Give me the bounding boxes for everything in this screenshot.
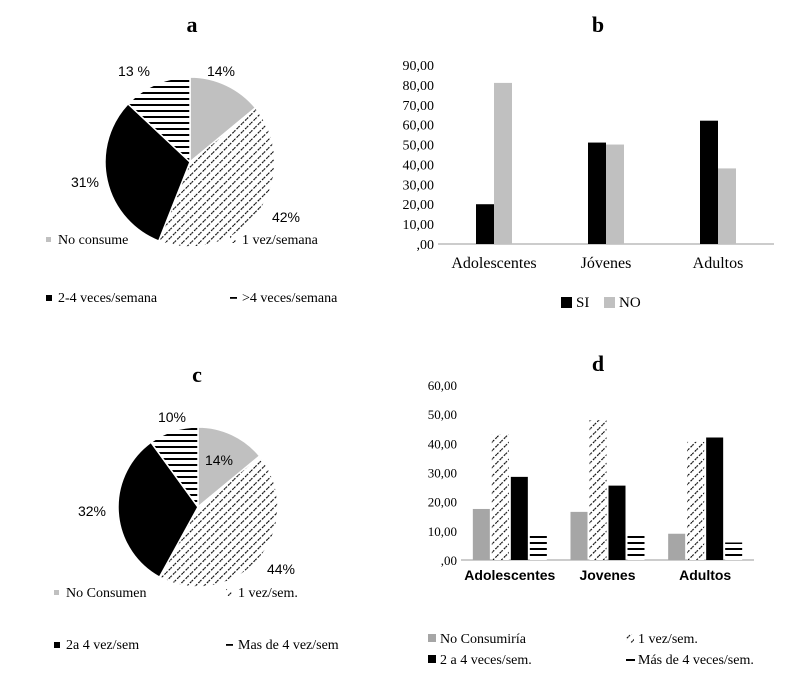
category-label: Jovenes: [579, 567, 635, 583]
legend-label-si: SI: [576, 295, 589, 311]
bar-si-adolescentes: [476, 204, 494, 244]
legend-swatch-more-than-four: [230, 297, 237, 299]
pie-slice-two-to-four: [104, 102, 191, 243]
pie-chart-a: 14% 42% 31% 13 %: [71, 63, 300, 248]
pie-value-label-two-to-four: 31%: [71, 174, 99, 190]
legend-swatch-no-consume: [54, 590, 59, 595]
legend-swatch-one-per-week: [626, 634, 634, 643]
legend-label-no-consume: No Consumen: [66, 586, 147, 601]
y-tick-label: 20,00: [403, 198, 435, 213]
panel-label-d: d: [592, 351, 604, 376]
category-label: Adolescentes: [451, 255, 536, 272]
legend-swatch-one-per-week: [226, 589, 232, 596]
legend-d: No Consumiría 1 vez/sem. 2 a 4 veces/sem. M…: [428, 632, 754, 668]
pie-value-label-more-than-four: 10%: [158, 409, 186, 425]
legend-label-two-to-four: 2-4 veces/semana: [58, 291, 158, 306]
legend-label-no-consumiria: No Consumiría: [440, 632, 527, 647]
y-tick-label: 80,00: [403, 79, 435, 94]
pie-value-label-no-consume: 14%: [205, 452, 233, 468]
y-tick-label: 10,00: [403, 218, 435, 233]
bar-one-per-week-adolescentes: [491, 434, 509, 560]
y-tick-label: 40,00: [428, 436, 457, 451]
legend-swatch-two-to-four: [428, 655, 436, 663]
legend-swatch-no-consumiria: [428, 634, 436, 642]
y-tick-label: 30,00: [428, 466, 457, 481]
pie-slice-two-to-four: [117, 441, 199, 579]
legend-label-no-consume: No consume: [58, 233, 128, 248]
y-tick-label: 70,00: [403, 99, 435, 114]
pie-slice-one-per-week: [157, 106, 276, 248]
legend-swatch-one-per-week: [230, 236, 236, 243]
legend-swatch-no: [604, 297, 615, 308]
bar-chart-b: ,00 10,00 20,00 30,00 40,00 50,00 60,00 70,00 80…: [403, 59, 774, 272]
legend-swatch-two-to-four: [54, 642, 60, 648]
legend-a: No consume 1 vez/semana 2-4 veces/semana >4…: [46, 233, 338, 306]
legend-label-more-than-four: Mas de 4 vez/sem: [238, 638, 339, 653]
legend-swatch-more-than-four: [626, 659, 635, 661]
bar-two-to-four-adultos: [706, 437, 724, 560]
pie-slice-more-than-four: [126, 76, 191, 164]
pie-value-label-one-per-week: 42%: [272, 209, 300, 225]
legend-swatch-si: [561, 297, 572, 308]
legend-swatch-more-than-four: [226, 644, 233, 646]
pie-value-label-more-than-four: 13 %: [118, 63, 150, 79]
bar-more-than-four-adolescentes: [529, 533, 547, 560]
y-tick-label: 60,00: [428, 378, 457, 393]
bar-two-to-four-jovenes: [608, 485, 626, 560]
bar-one-per-week-jovenes: [589, 420, 607, 560]
y-tick-label: 60,00: [403, 119, 435, 134]
panel-label-b: b: [592, 12, 604, 37]
legend-swatch-no-consume: [46, 237, 51, 242]
bar-more-than-four-jovenes: [627, 533, 645, 560]
y-tick-label: 10,00: [428, 524, 457, 539]
legend-c: No Consumen 1 vez/sem. 2a 4 vez/sem Mas de …: [54, 586, 339, 653]
pie-slice-no-consume: [189, 76, 257, 164]
bar-more-than-four-adultos: [725, 542, 743, 560]
legend-label-no: NO: [619, 295, 641, 311]
legend-label-one-per-week: 1 vez/sem.: [638, 632, 698, 647]
bar-no-adolescentes: [494, 82, 512, 245]
pie-value-label-no-consume: 14%: [207, 63, 235, 79]
legend-label-one-per-week: 1 vez/sem.: [238, 586, 298, 601]
pie-value-label-one-per-week: 44%: [267, 561, 295, 577]
y-tick-label: 20,00: [428, 495, 457, 510]
y-tick-label: 30,00: [403, 178, 435, 193]
bar-two-to-four-adolescentes: [510, 476, 528, 560]
panel-label-a: a: [187, 12, 198, 37]
bar-one-per-week-adultos: [687, 441, 705, 560]
pie-slice-no-consume: [197, 426, 261, 509]
bar-no-adultos: [718, 168, 736, 244]
legend-label-two-to-four: 2a 4 vez/sem: [66, 638, 139, 653]
bar-chart-d: ,00 10,00 20,00 30,00 40,00 50,00 60,00 Adolesc…: [428, 378, 754, 583]
category-label: Adultos: [679, 567, 731, 583]
bar-no-consumiria-adultos: [668, 533, 686, 560]
y-tick-label: ,00: [417, 238, 435, 253]
legend-label-two-to-four: 2 a 4 veces/sem.: [440, 653, 532, 668]
y-tick-label: 40,00: [403, 158, 435, 173]
legend-b: SI NO: [561, 295, 641, 311]
y-tick-label: 50,00: [428, 407, 457, 422]
legend-swatch-two-to-four: [46, 295, 52, 301]
category-label: Adolescentes: [464, 567, 555, 583]
pie-value-label-two-to-four: 32%: [78, 503, 106, 519]
legend-label-one-per-week: 1 vez/semana: [242, 233, 319, 248]
bar-si-adultos: [700, 120, 718, 244]
pie-chart-c: 14% 44% 32% 10%: [78, 409, 295, 588]
bar-no-jovenes: [606, 144, 624, 244]
category-label: Jóvenes: [581, 255, 632, 272]
y-tick-label: 90,00: [403, 59, 435, 74]
pie-slice-one-per-week: [158, 454, 279, 588]
bar-si-jovenes: [588, 142, 606, 244]
bar-no-consumiria-adolescentes: [472, 508, 490, 560]
category-label: Adultos: [693, 255, 744, 272]
bar-no-consumiria-jovenes: [570, 511, 588, 560]
pie-slice-more-than-four: [149, 426, 199, 510]
y-tick-label: ,00: [441, 553, 457, 568]
legend-label-more-than-four: >4 veces/semana: [242, 291, 338, 306]
y-tick-label: 50,00: [403, 139, 435, 154]
legend-label-more-than-four: Más de 4 veces/sem.: [638, 653, 754, 668]
panel-label-c: c: [192, 362, 202, 387]
